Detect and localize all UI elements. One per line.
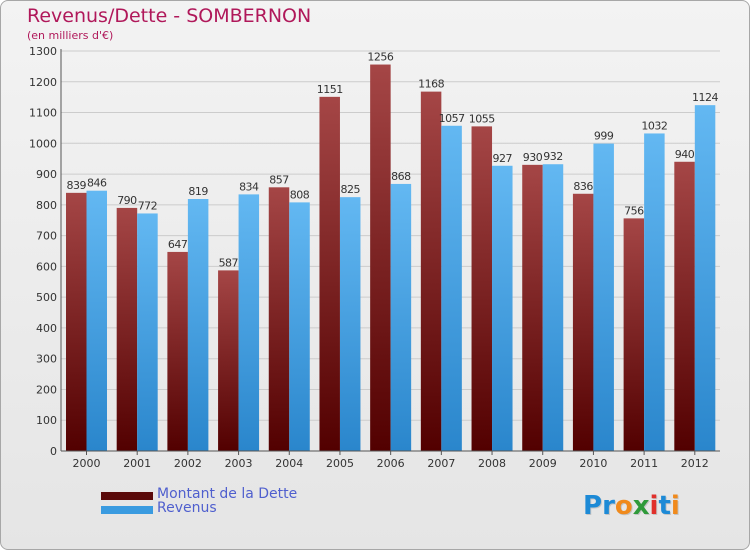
bar-revenus: [390, 183, 412, 451]
x-tick-label: 2001: [123, 457, 151, 470]
data-label-revenus: 808: [290, 188, 310, 201]
y-tick-label: 300: [36, 353, 57, 366]
x-tick-label: 2003: [225, 457, 253, 470]
bar-dette: [623, 218, 645, 451]
bar-dette: [370, 64, 391, 452]
y-tick-label: 1000: [29, 137, 57, 150]
data-label-dette: 1256: [367, 51, 393, 64]
data-label-dette: 857: [269, 173, 289, 186]
y-tick-label: 1200: [29, 76, 57, 89]
bar-dette: [116, 207, 138, 451]
data-label-revenus: 927: [493, 152, 513, 165]
data-label-dette: 1055: [469, 112, 495, 125]
bar-dette: [319, 96, 340, 451]
y-tick-label: 900: [36, 168, 57, 181]
y-tick-label: 200: [36, 383, 57, 396]
data-label-revenus: 868: [391, 170, 411, 183]
bar-dette: [66, 192, 87, 451]
logo-letter: t: [658, 491, 671, 521]
bar-dette: [167, 251, 188, 451]
data-label-dette: 756: [624, 204, 644, 217]
bar-revenus: [187, 199, 209, 451]
y-tick-label: 800: [36, 199, 57, 212]
x-tick-label: 2004: [275, 457, 303, 470]
data-label-dette: 1168: [418, 78, 444, 91]
bar-dette: [522, 164, 543, 451]
data-label-revenus: 819: [188, 185, 208, 198]
legend-swatch-revenus: [101, 506, 153, 514]
logo-letter: x: [632, 491, 650, 521]
x-tick-label: 2006: [377, 457, 405, 470]
x-tick-label: 2002: [174, 457, 202, 470]
data-label-revenus: 1032: [641, 119, 667, 132]
x-tick-label: 2007: [427, 457, 455, 470]
data-label-revenus: 846: [87, 177, 107, 190]
bar-revenus: [339, 197, 361, 451]
bar-revenus: [441, 125, 462, 452]
data-label-dette: 836: [573, 180, 593, 193]
y-tick-label: 400: [36, 322, 57, 335]
data-label-revenus: 772: [138, 199, 158, 212]
bar-revenus: [492, 165, 513, 451]
data-label-revenus: 1124: [692, 91, 718, 104]
bar-revenus: [86, 190, 107, 451]
x-tick-label: 2010: [579, 457, 607, 470]
bar-revenus: [542, 164, 564, 451]
x-tick-label: 2012: [681, 457, 709, 470]
bar-revenus: [289, 202, 310, 451]
chart-title: Revenus/Dette - SOMBERNON: [27, 5, 312, 27]
logo-letter: i: [670, 491, 680, 521]
chart-subtitle: (en milliers d'€): [27, 29, 114, 42]
bar-revenus: [694, 105, 716, 452]
y-tick-label: 100: [36, 414, 57, 427]
logo-letter: r: [602, 491, 615, 521]
bar-dette: [420, 91, 442, 451]
legend-swatch-dette: [101, 492, 153, 500]
bar-revenus: [137, 213, 158, 451]
data-label-revenus: 834: [239, 180, 259, 193]
x-tick-label: 2000: [73, 457, 101, 470]
y-tick-label: 700: [36, 230, 57, 243]
data-label-dette: 1151: [317, 83, 343, 96]
bar-revenus: [238, 194, 260, 451]
y-tick-label: 1300: [29, 45, 57, 58]
logo-letter: P: [583, 491, 603, 521]
bar-dette: [218, 270, 239, 451]
y-tick-label: 1100: [29, 107, 57, 120]
bar-dette: [268, 187, 290, 452]
data-label-dette: 647: [168, 238, 188, 251]
legend-label-dette: Montant de la Dette: [157, 486, 298, 502]
proxiti-logo: Proxiti: [583, 491, 680, 521]
data-label-revenus: 825: [340, 183, 360, 196]
data-label-dette: 587: [219, 256, 239, 269]
bar-dette: [674, 161, 695, 451]
x-tick-label: 2009: [529, 457, 557, 470]
y-tick-label: 0: [50, 445, 57, 458]
y-tick-label: 600: [36, 260, 57, 273]
bar-revenus: [593, 143, 614, 451]
logo-letter: i: [649, 491, 659, 521]
bar-dette: [471, 126, 493, 451]
data-label-dette: 930: [523, 151, 543, 164]
data-label-dette: 790: [117, 194, 137, 207]
bar-dette: [572, 193, 594, 451]
data-label-dette: 839: [67, 179, 87, 192]
legend-label-revenus: Revenus: [157, 500, 217, 516]
x-tick-label: 2011: [630, 457, 658, 470]
data-label-revenus: 999: [594, 130, 614, 143]
bar-revenus: [644, 133, 665, 451]
data-label-revenus: 1057: [439, 112, 465, 125]
x-tick-label: 2008: [478, 457, 506, 470]
data-label-revenus: 932: [543, 150, 563, 163]
x-tick-label: 2005: [326, 457, 354, 470]
logo-letter: o: [614, 491, 633, 521]
data-label-dette: 940: [675, 148, 695, 161]
y-tick-label: 500: [36, 291, 57, 304]
